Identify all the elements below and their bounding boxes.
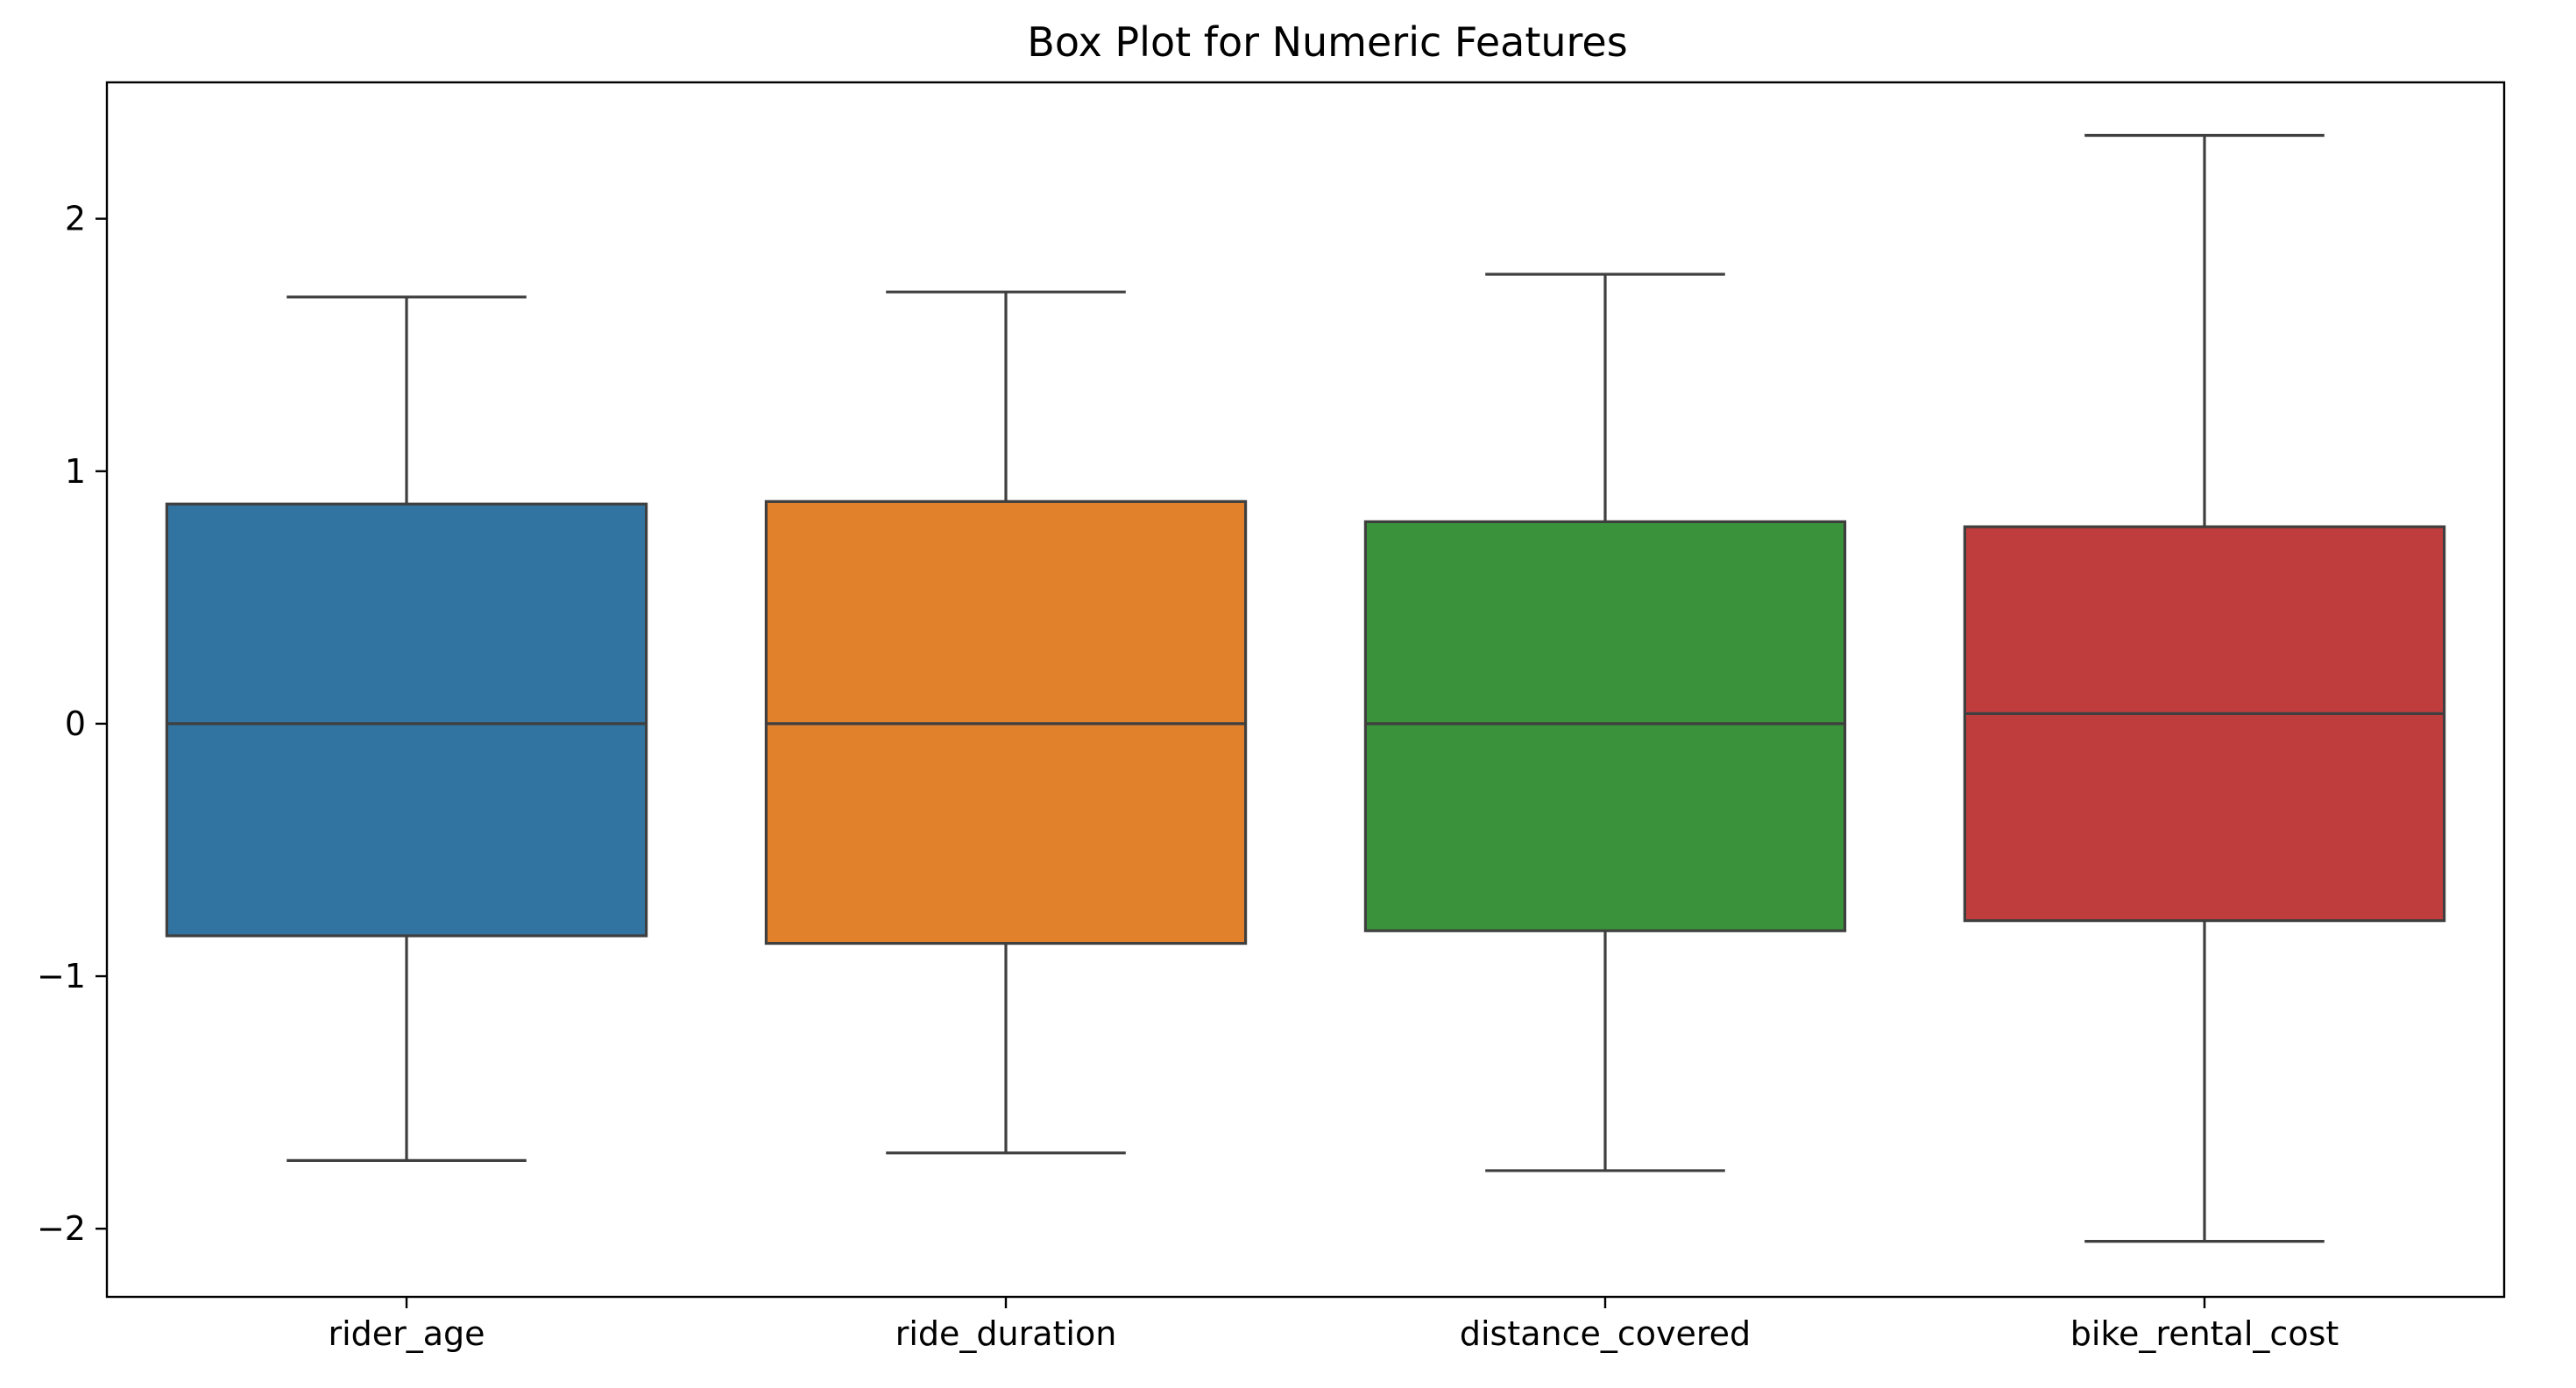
- chart-title: Box Plot for Numeric Features: [1027, 18, 1627, 66]
- box-ride-duration: [764, 290, 1248, 1155]
- x-tick-label: bike_rental_cost: [2070, 1314, 2339, 1353]
- box-rider-age: [165, 295, 648, 1162]
- y-tick-label: 2: [65, 200, 86, 238]
- plot-area: 2 1 0 −1 −2 rider_age ride_duration distance_co…: [37, 81, 2506, 1353]
- x-tick-label: distance_covered: [1460, 1314, 1751, 1353]
- iqr-box: [1363, 520, 1847, 932]
- y-tick-label: 0: [65, 705, 86, 743]
- x-tick-label: ride_duration: [895, 1314, 1117, 1353]
- y-tick-label: 1: [65, 452, 86, 491]
- axes-frame: [105, 81, 2506, 1299]
- box-distance-covered: [1363, 273, 1847, 1172]
- box-bike-rental-cost: [1963, 133, 2446, 1243]
- iqr-box: [165, 502, 648, 938]
- y-tick-label: −1: [37, 957, 86, 995]
- iqr-box: [1963, 525, 2446, 923]
- x-tick-label: rider_age: [328, 1314, 485, 1353]
- y-tick-label: −2: [37, 1209, 86, 1248]
